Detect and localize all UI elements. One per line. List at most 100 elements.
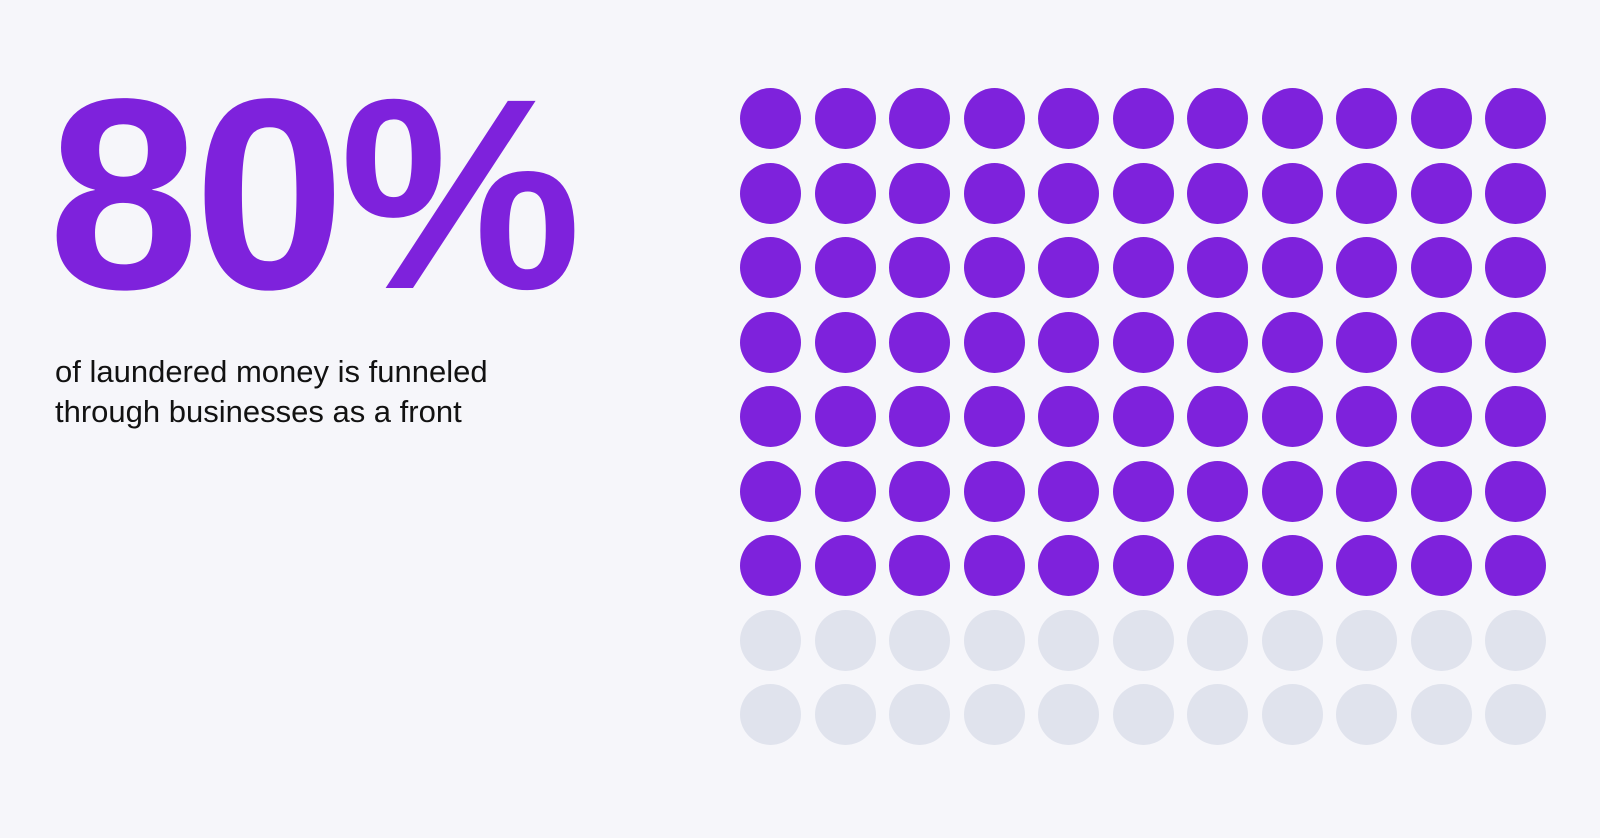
dot-filled <box>1261 88 1323 149</box>
dot-empty <box>889 684 950 745</box>
dot-empty <box>1038 609 1099 671</box>
dot-empty <box>889 609 950 671</box>
dot-filled <box>1336 460 1397 522</box>
dot-filled <box>1112 162 1174 224</box>
dot-filled <box>740 311 801 373</box>
dot-filled <box>1261 162 1323 224</box>
dot-filled <box>889 88 950 149</box>
dot-filled <box>1485 386 1546 447</box>
dot-empty <box>1187 684 1248 745</box>
dot-filled <box>963 460 1025 522</box>
dot-empty <box>1485 609 1546 671</box>
stat-description: of laundered money is funneled through b… <box>55 352 488 432</box>
dot-filled <box>1112 237 1174 298</box>
dot-filled <box>1038 535 1099 596</box>
dot-filled <box>1261 386 1323 447</box>
dot-filled <box>963 88 1025 149</box>
dot-filled <box>1038 162 1099 224</box>
dot-grid <box>740 88 1546 745</box>
dot-filled <box>1112 311 1174 373</box>
dot-filled <box>1187 535 1248 596</box>
dot-filled <box>740 460 801 522</box>
dot-filled <box>1112 386 1174 447</box>
dot-filled <box>740 386 801 447</box>
dot-filled <box>963 311 1025 373</box>
dot-empty <box>1038 684 1099 745</box>
dot-filled <box>1410 460 1472 522</box>
dot-filled <box>1187 88 1248 149</box>
dot-filled <box>1187 386 1248 447</box>
dot-filled <box>1112 460 1174 522</box>
dot-filled <box>1112 88 1174 149</box>
dot-filled <box>740 162 801 224</box>
stat-description-line-1: of laundered money is funneled <box>55 354 488 389</box>
dot-empty <box>1112 609 1174 671</box>
dot-empty <box>963 684 1025 745</box>
dot-filled <box>814 237 876 298</box>
dot-filled <box>889 460 950 522</box>
dot-filled <box>814 535 876 596</box>
dot-filled <box>1336 535 1397 596</box>
dot-filled <box>1410 535 1472 596</box>
dot-empty <box>1485 684 1546 745</box>
dot-filled <box>1336 88 1397 149</box>
dot-filled <box>963 535 1025 596</box>
dot-empty <box>1187 609 1248 671</box>
dot-filled <box>1038 311 1099 373</box>
dot-empty <box>740 684 801 745</box>
dot-empty <box>1410 609 1472 671</box>
dot-filled <box>963 386 1025 447</box>
dot-filled <box>889 162 950 224</box>
dot-filled <box>889 237 950 298</box>
dot-filled <box>1187 460 1248 522</box>
dot-filled <box>1038 88 1099 149</box>
dot-empty <box>1261 609 1323 671</box>
dot-filled <box>1410 386 1472 447</box>
dot-filled <box>1336 311 1397 373</box>
dot-filled <box>889 386 950 447</box>
dot-filled <box>1187 237 1248 298</box>
dot-empty <box>1410 684 1472 745</box>
dot-filled <box>740 237 801 298</box>
dot-filled <box>1336 237 1397 298</box>
dot-filled <box>1336 386 1397 447</box>
dot-filled <box>1261 535 1323 596</box>
dot-filled <box>814 311 876 373</box>
dot-filled <box>1261 237 1323 298</box>
dot-filled <box>1038 386 1099 447</box>
dot-filled <box>1485 535 1546 596</box>
dot-filled <box>1410 162 1472 224</box>
dot-filled <box>1187 311 1248 373</box>
dot-empty <box>1112 684 1174 745</box>
dot-filled <box>963 237 1025 298</box>
dot-empty <box>814 609 876 671</box>
dot-filled <box>814 460 876 522</box>
dot-empty <box>740 609 801 671</box>
dot-filled <box>1485 460 1546 522</box>
dot-filled <box>1261 311 1323 373</box>
dot-filled <box>1410 311 1472 373</box>
dot-filled <box>1485 311 1546 373</box>
dot-empty <box>1336 684 1397 745</box>
dot-filled <box>1038 460 1099 522</box>
dot-filled <box>963 162 1025 224</box>
dot-empty <box>1261 684 1323 745</box>
dot-filled <box>1187 162 1248 224</box>
dot-filled <box>1112 535 1174 596</box>
dot-filled <box>889 535 950 596</box>
dot-empty <box>814 684 876 745</box>
dot-filled <box>1485 88 1546 149</box>
dot-filled <box>889 311 950 373</box>
dot-filled <box>1485 162 1546 224</box>
dot-filled <box>1485 237 1546 298</box>
dot-filled <box>1038 237 1099 298</box>
dot-filled <box>814 162 876 224</box>
dot-empty <box>963 609 1025 671</box>
stat-description-line-2: through businesses as a front <box>55 394 462 429</box>
dot-filled <box>1410 237 1472 298</box>
dot-filled <box>1261 460 1323 522</box>
dot-filled <box>814 386 876 447</box>
dot-filled <box>740 535 801 596</box>
stat-value: 80% <box>48 42 582 346</box>
